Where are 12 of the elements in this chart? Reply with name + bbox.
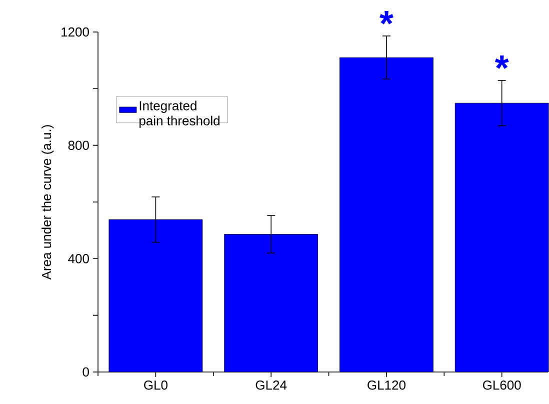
x-tick-label: GL0 bbox=[144, 380, 168, 390]
y-tick-label: 800 bbox=[68, 140, 89, 150]
x-tick-label: GL600 bbox=[482, 380, 521, 390]
x-tick-label: GL120 bbox=[368, 380, 406, 390]
y-axis-title: Area under the curve (a.u.) bbox=[42, 125, 54, 280]
y-tick-label: 400 bbox=[68, 254, 89, 264]
y-tick-label: 1200 bbox=[62, 27, 89, 37]
y-tick-label: 0 bbox=[82, 367, 89, 377]
annotation: * bbox=[494, 55, 509, 69]
annotation: * bbox=[380, 10, 394, 24]
x-tick-label: GL24 bbox=[256, 380, 287, 390]
legend-label: Integrated pain threshold bbox=[140, 100, 220, 128]
